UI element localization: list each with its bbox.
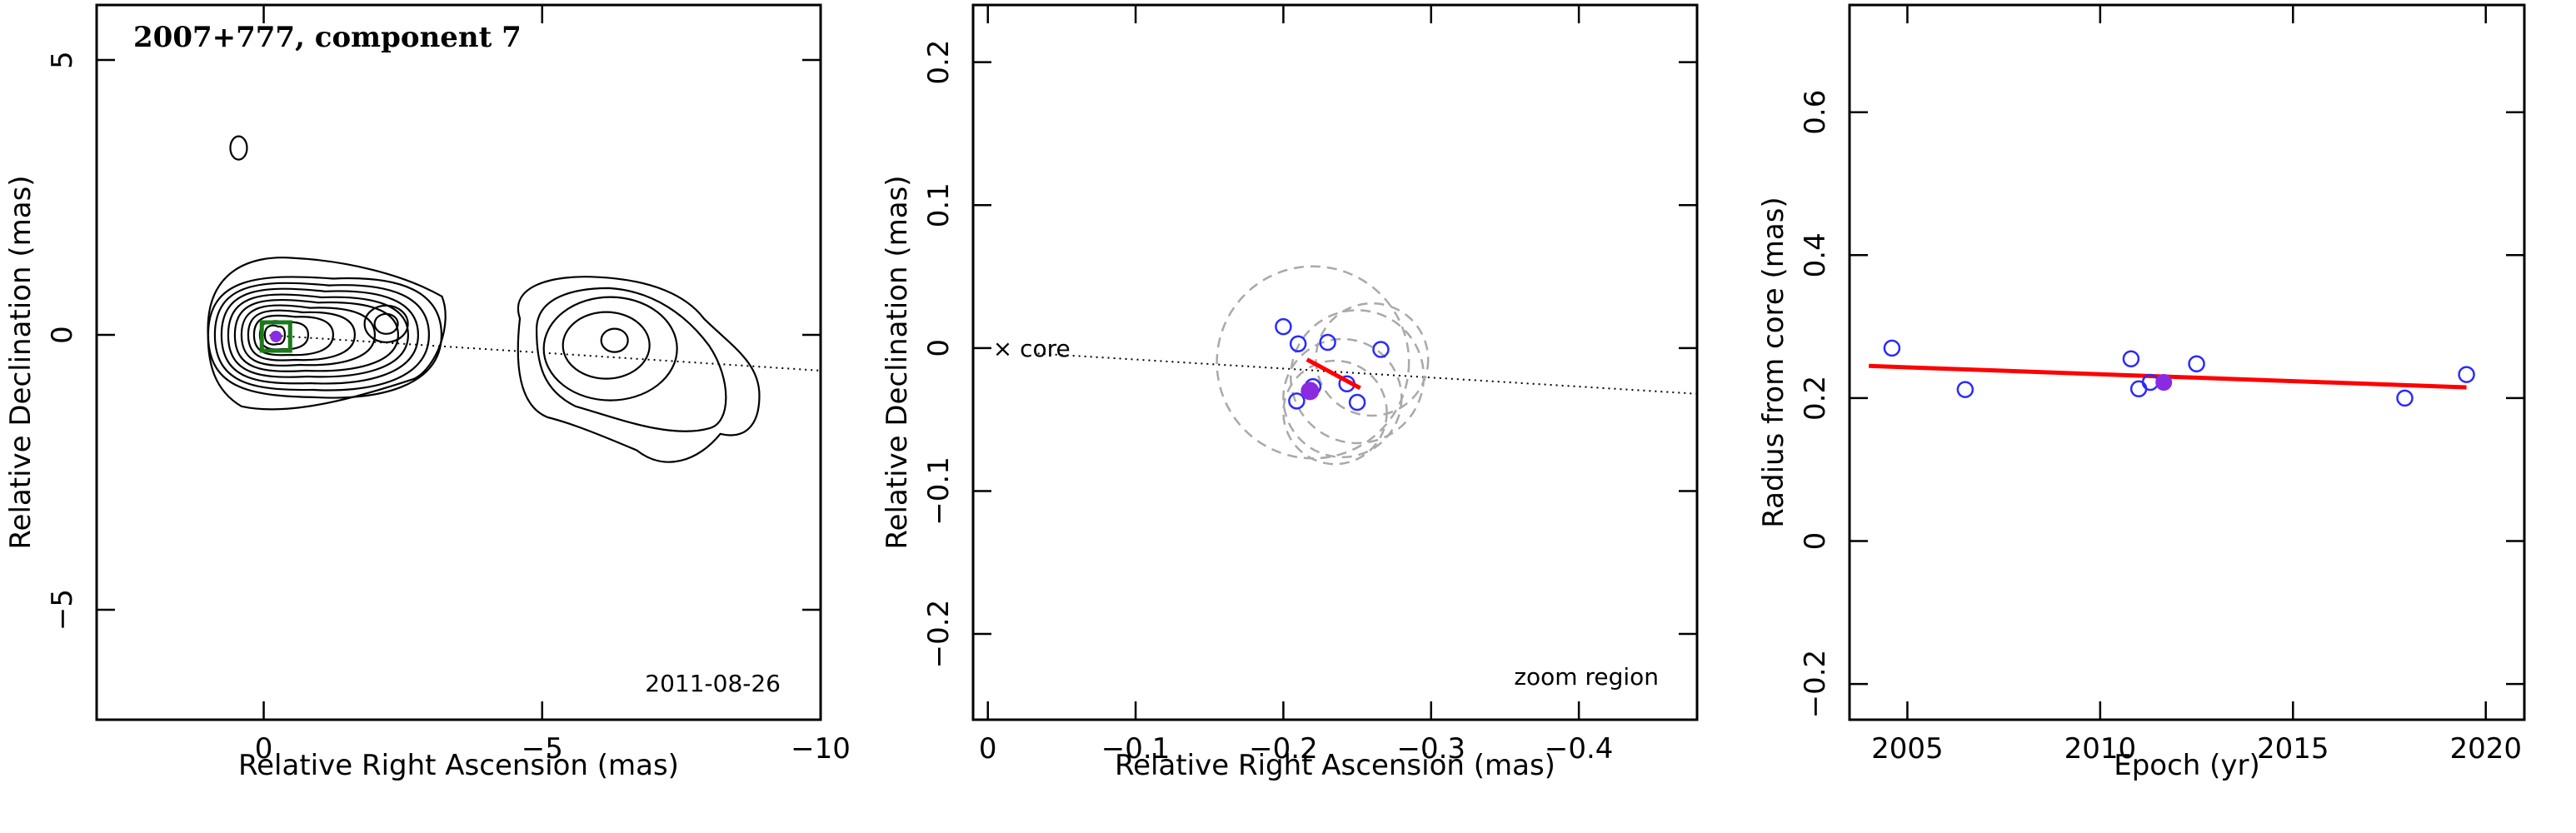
x-tick-label: −0.3	[1396, 732, 1465, 766]
data-point	[1883, 339, 1901, 357]
y-tick-label: −0.2	[1799, 650, 1832, 719]
error-circle	[1282, 359, 1388, 466]
knot-contour	[562, 311, 651, 380]
contour-ring	[263, 324, 287, 346]
contour-knot	[373, 312, 399, 335]
contour-ring	[252, 314, 335, 357]
contour-outer	[207, 257, 447, 411]
contour-ring	[240, 304, 377, 367]
data-point	[1288, 392, 1305, 410]
x-tick-label: 0	[255, 732, 273, 766]
highlight-point	[2155, 374, 2173, 392]
knot-contours	[517, 276, 761, 463]
fit-line	[1305, 357, 1361, 391]
jet-axis-line	[1037, 352, 1698, 395]
error-circle	[1315, 302, 1430, 417]
y-tick-label: 0.4	[1799, 232, 1832, 277]
knot-contour	[542, 296, 678, 402]
contour-ring	[207, 276, 443, 399]
knot-contour	[535, 287, 727, 432]
y-tick-label: 0.2	[922, 40, 956, 85]
panel-contour-map: 0 −5 −10 −5 0 5 Relative Right Ascension (mas)…	[4, 3, 851, 782]
data-point	[2122, 350, 2140, 367]
plot-frame	[95, 3, 822, 721]
y-tick-label: 0	[922, 339, 956, 357]
y-axis-label: Radius from core (mas)	[1757, 197, 1790, 527]
contour-knot	[363, 304, 409, 343]
error-circle	[1282, 337, 1403, 459]
data-point	[1372, 341, 1390, 358]
y-tick-label: 0	[1799, 532, 1832, 551]
x-tick-label: −10	[791, 732, 851, 766]
component-box	[259, 320, 292, 353]
contour-ring	[227, 293, 410, 378]
y-axis-label: Relative Declination (mas)	[4, 175, 37, 549]
x-tick-label: −0.2	[1249, 732, 1318, 766]
data-point	[2458, 366, 2475, 383]
core-contours	[207, 257, 447, 411]
plot-frame	[971, 3, 1699, 721]
panel-zoom-region: 0 −0.1 −0.2 −0.3 −0.4 −0.2 −0.1 0 0.1 0.2 Relative…	[881, 3, 1699, 782]
panel-radius-vs-epoch: 2005 2010 2015 2020 −0.2 0 0.2 0.4 0.6 Epoch (yr)…	[1757, 3, 2526, 782]
data-point	[1275, 317, 1292, 336]
component-marker	[270, 330, 282, 342]
y-axis-label: Relative Declination (mas)	[881, 175, 914, 549]
x-axis-label: Epoch (yr)	[2114, 749, 2260, 782]
data-point	[1289, 335, 1307, 352]
x-tick-label: 2015	[2257, 732, 2329, 766]
core-label: × core	[993, 335, 1071, 362]
contour-ring	[213, 282, 431, 392]
contour-ring	[233, 299, 400, 372]
y-tick-label: 5	[46, 51, 79, 69]
data-point	[1348, 393, 1366, 412]
y-tick-label: 0.6	[1799, 90, 1832, 135]
y-tick-label: −5	[46, 589, 79, 631]
isolated-contour	[229, 135, 248, 161]
x-tick-label: 2020	[2449, 732, 2522, 766]
x-tick-label: −0.1	[1101, 732, 1171, 766]
x-axis-label: Relative Right Ascension (mas)	[1115, 749, 1555, 782]
x-axis-label: Relative Right Ascension (mas)	[238, 749, 679, 782]
contour-ring	[220, 287, 420, 385]
y-tick-label: 0	[46, 326, 79, 344]
contour-ring	[247, 309, 357, 362]
date-label: 2011-08-26	[645, 670, 781, 697]
data-point	[2396, 389, 2414, 407]
x-tick-label: −0.4	[1545, 732, 1614, 766]
x-tick-label: −5	[522, 732, 563, 766]
y-tick-label: −0.1	[922, 456, 956, 526]
jet-axis-line	[263, 334, 821, 372]
zoom-region-label: zoom region	[1514, 663, 1659, 691]
highlight-point	[1300, 382, 1320, 401]
x-tick-label: 0	[979, 732, 997, 766]
data-point	[1956, 381, 1974, 398]
y-tick-label: 0.2	[1799, 376, 1832, 421]
knot-contour-outer	[517, 276, 761, 463]
y-tick-label: 0.1	[922, 182, 956, 227]
panel-title: 2007+777, component 7	[133, 21, 522, 54]
y-tick-label: −0.2	[922, 600, 956, 669]
data-point	[2129, 380, 2148, 397]
plot-frame	[1848, 3, 2526, 721]
data-point	[2188, 355, 2205, 372]
data-point	[1319, 333, 1336, 352]
knot-contour-inner	[600, 327, 629, 353]
x-tick-label: 2010	[2064, 732, 2137, 766]
x-tick-label: 2005	[1871, 732, 1944, 766]
error-circle	[1290, 309, 1425, 445]
